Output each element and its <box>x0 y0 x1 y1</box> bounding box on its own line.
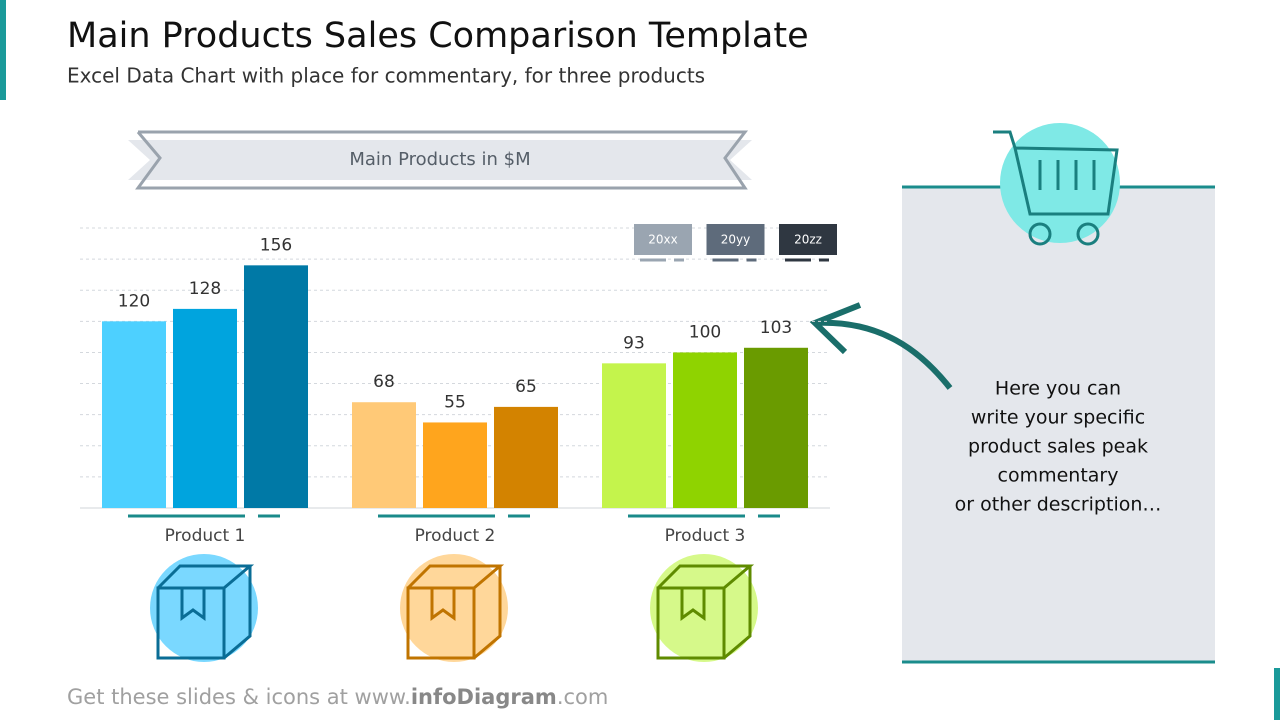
x-tick-label: Product 3 <box>665 526 746 546</box>
x-tick-label: Product 1 <box>165 526 246 546</box>
value-label: 93 <box>623 333 645 353</box>
commentary-line: product sales peak <box>968 436 1148 458</box>
value-label: 156 <box>260 235 292 255</box>
commentary: Here you can write your specific product s… <box>955 378 1162 516</box>
footer: Get these slides & icons at www.infoDiag… <box>67 685 608 709</box>
legend-swatch <box>634 224 692 255</box>
slide-title: Main Products Sales Comparison Template <box>67 16 809 56</box>
value-label: 128 <box>189 279 221 299</box>
value-label: 120 <box>118 291 150 311</box>
commentary-line: or other description… <box>955 494 1162 516</box>
footer-part: infoDiagram <box>411 685 557 709</box>
accent-bar <box>0 0 6 100</box>
banner <box>128 130 752 190</box>
legend-swatch <box>779 224 837 255</box>
bar <box>102 321 166 508</box>
bar <box>494 406 558 508</box>
legend-label: 20zz <box>794 233 822 247</box>
value-label: 103 <box>760 318 792 338</box>
commentary-line: Here you can <box>995 378 1121 400</box>
accent-bar <box>1274 668 1280 720</box>
footer-part: Get these slides & icons at www. <box>67 685 411 709</box>
bar <box>423 422 487 508</box>
arrow-head <box>809 302 862 355</box>
bar <box>352 402 416 508</box>
bar <box>173 308 237 508</box>
value-label: 65 <box>515 377 537 397</box>
chart-title: Main Products in $M <box>349 149 530 170</box>
legend-swatch <box>706 224 765 255</box>
value-label: 100 <box>689 322 721 342</box>
slide-subtitle: Excel Data Chart with place for commenta… <box>67 64 705 88</box>
arrow <box>814 319 953 390</box>
comment-panel <box>902 123 1215 664</box>
commentary-line: write your specific <box>971 407 1145 429</box>
footer-part: .com <box>557 685 609 709</box>
product-icons <box>150 554 758 662</box>
legend-label: 20xx <box>648 233 677 247</box>
bar <box>602 363 666 508</box>
bar <box>673 352 737 508</box>
value-label: 68 <box>373 372 395 392</box>
legend-label: 20yy <box>721 233 750 247</box>
value-label: 55 <box>444 392 466 412</box>
commentary-line: commentary <box>998 465 1119 487</box>
bar <box>244 265 308 508</box>
bar <box>744 347 808 508</box>
x-tick-label: Product 2 <box>415 526 496 546</box>
